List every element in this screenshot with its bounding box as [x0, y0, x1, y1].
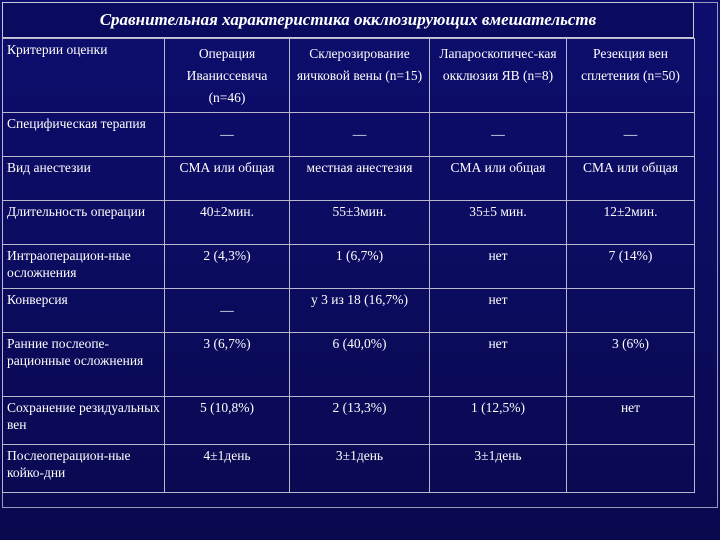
- cell-op3: СМА или общая: [429, 156, 567, 201]
- row-label: Вид анестезии: [2, 156, 165, 201]
- row-label: Послеоперацион-ные койко-дни: [2, 444, 165, 493]
- cell-op3: нет: [429, 288, 567, 333]
- cell-op2: у 3 из 18 (16,7%): [289, 288, 430, 333]
- table-row: Сохранение резидуальных вен 5 (10,8%) 2 …: [2, 396, 695, 445]
- cell-op1: 4±1день: [164, 444, 290, 493]
- header-criteria: Критерии оценки: [2, 38, 165, 113]
- table-row: Послеоперацион-ные койко-дни 4±1день 3±1…: [2, 444, 695, 493]
- row-label: Конверсия: [2, 288, 165, 333]
- cell-op3: нет: [429, 244, 567, 289]
- cell-op4: нет: [566, 396, 695, 445]
- cell-op3: 1 (12,5%): [429, 396, 567, 445]
- row-label: Интраоперацион-ные осложнения: [2, 244, 165, 289]
- cell-op4: СМА или общая: [566, 156, 695, 201]
- row-label: Длительность операции: [2, 200, 165, 245]
- header-row: Критерии оценки Операция Иванисcевича (n…: [2, 38, 695, 113]
- cell-op4: 7 (14%): [566, 244, 695, 289]
- cell-op1: 5 (10,8%): [164, 396, 290, 445]
- cell-op3: 35±5 мин.: [429, 200, 567, 245]
- table-row: Вид анестезии СМА или общая местная анес…: [2, 156, 695, 201]
- cell-op1: __: [164, 112, 290, 157]
- cell-op2: 55±3мин.: [289, 200, 430, 245]
- cell-op3: __: [429, 112, 567, 157]
- cell-op1: __: [164, 288, 290, 333]
- cell-op3: нет: [429, 332, 567, 397]
- cell-op4: [566, 444, 695, 493]
- cell-op4: __: [566, 112, 695, 157]
- cell-op2: 1 (6,7%): [289, 244, 430, 289]
- table-title: Сравнительная характеристика окклюзирующ…: [2, 2, 694, 38]
- header-op2: Склерозирование яичковой вены (n=15): [289, 38, 430, 113]
- cell-op3: 3±1день: [429, 444, 567, 493]
- table-row: Ранние послеопе-рационные осложнения 3 (…: [2, 332, 695, 397]
- cell-op1: СМА или общая: [164, 156, 290, 201]
- cell-op2: местная анестезия: [289, 156, 430, 201]
- cell-op2: 2 (13,3%): [289, 396, 430, 445]
- comparison-table: Критерии оценки Операция Иванисcевича (n…: [2, 38, 695, 493]
- table-row: Специфическая терапия __ __ __ __: [2, 112, 695, 157]
- cell-op2: 3±1день: [289, 444, 430, 493]
- row-label: Ранние послеопе-рационные осложнения: [2, 332, 165, 397]
- cell-op1: 2 (4,3%): [164, 244, 290, 289]
- row-label: Специфическая терапия: [2, 112, 165, 157]
- cell-op4: 3 (6%): [566, 332, 695, 397]
- table-row: Длительность операции 40±2мин. 55±3мин. …: [2, 200, 695, 245]
- cell-op1: 3 (6,7%): [164, 332, 290, 397]
- table-row: Интраоперацион-ные осложнения 2 (4,3%) 1…: [2, 244, 695, 289]
- table-row: Конверсия __ у 3 из 18 (16,7%) нет: [2, 288, 695, 333]
- cell-op1: 40±2мин.: [164, 200, 290, 245]
- header-op4: Резекция вен сплетения (n=50): [566, 38, 695, 113]
- header-op3: Лапароскопичес-кая окклюзия ЯВ (n=8): [429, 38, 567, 113]
- cell-op2: 6 (40,0%): [289, 332, 430, 397]
- row-label: Сохранение резидуальных вен: [2, 396, 165, 445]
- cell-op4: 12±2мин.: [566, 200, 695, 245]
- cell-op2: __: [289, 112, 430, 157]
- header-op1: Операция Иванисcевича (n=46): [164, 38, 290, 113]
- cell-op4: [566, 288, 695, 333]
